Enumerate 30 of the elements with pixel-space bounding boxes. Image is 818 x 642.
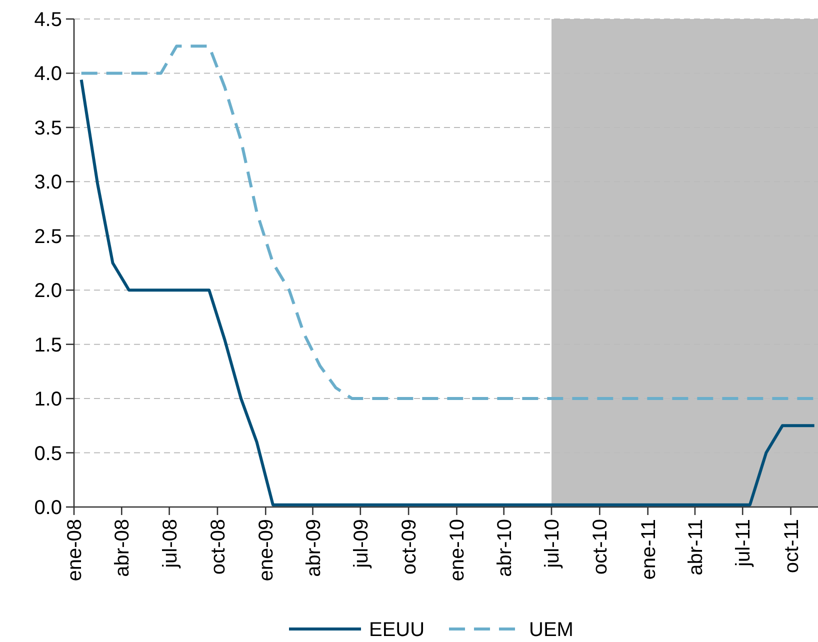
y-tick-label: 3.5 <box>34 117 62 140</box>
x-tick-label: jul-09 <box>350 519 372 569</box>
x-tick-label: jul-08 <box>159 519 182 569</box>
legend-label: EEUU <box>369 619 425 641</box>
x-tick-label: jul-11 <box>732 519 755 568</box>
line-series <box>80 44 816 400</box>
line-series <box>80 78 816 506</box>
legend-label: UEM <box>529 619 574 641</box>
y-tick-label: 4.0 <box>34 63 62 86</box>
x-tick-label: oct-11 <box>780 519 803 574</box>
x-tick-label: oct-09 <box>398 519 421 575</box>
x-tick-label: ene-10 <box>446 519 469 582</box>
y-tick-label: 4.5 <box>34 9 62 31</box>
y-tick-label: 0.0 <box>34 497 62 519</box>
y-tick-label: 3.0 <box>34 172 62 194</box>
y-tick-label: 1.0 <box>34 388 62 411</box>
y-tick-label: 0.5 <box>34 442 62 465</box>
x-tick-label: oct-10 <box>590 519 612 575</box>
x-tick-label: oct-08 <box>207 519 230 575</box>
x-tick-label: abr-08 <box>112 519 134 577</box>
x-tick-label: jul-10 <box>542 519 564 569</box>
x-tick-label: abr-09 <box>302 519 325 577</box>
x-tick-label: abr-10 <box>494 519 516 577</box>
y-tick-label: 1.5 <box>34 334 62 356</box>
x-tick-label: ene-11 <box>638 519 660 580</box>
y-tick-label: 2.5 <box>34 226 62 248</box>
x-tick-label: abr-11 <box>684 519 707 576</box>
x-tick-label: ene-09 <box>256 519 278 582</box>
y-tick-label: 2.0 <box>34 280 62 302</box>
x-tick-label: ene-08 <box>64 519 86 582</box>
